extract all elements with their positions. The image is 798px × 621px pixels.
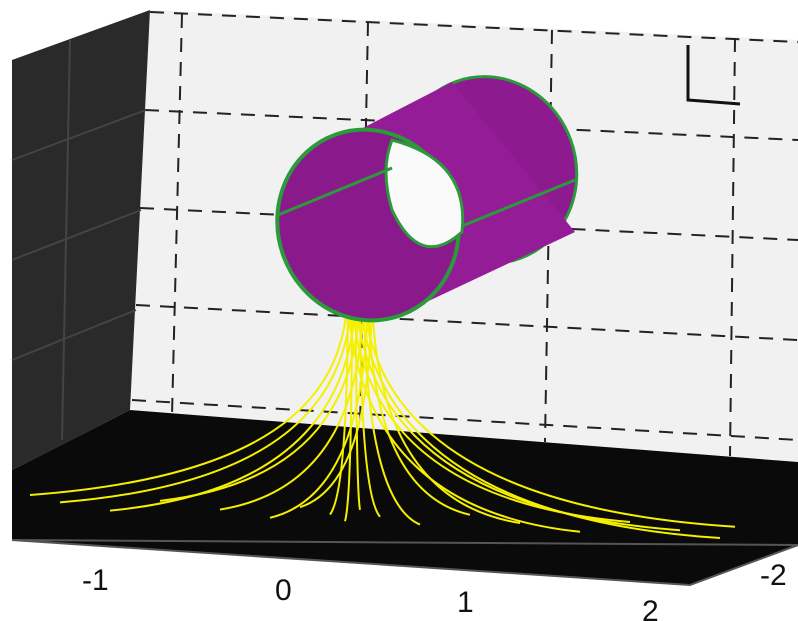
streamline	[347, 284, 581, 533]
streamline	[355, 284, 361, 511]
side-wall	[12, 10, 150, 470]
x-tick-label: -1	[82, 564, 109, 597]
streamline	[363, 284, 736, 528]
streamlines	[29, 284, 736, 540]
side-grid	[11, 39, 147, 441]
streamline	[329, 284, 349, 516]
x-tick-label: 1	[457, 586, 474, 619]
x-tick-label: 2	[642, 595, 659, 621]
cylinder	[275, 75, 579, 323]
streamline	[344, 284, 353, 522]
streamline	[29, 284, 349, 496]
streamline	[367, 284, 471, 516]
streamline	[363, 284, 421, 526]
floor-edge	[11, 539, 798, 587]
axis-box	[686, 45, 741, 106]
y-tick-label: -2	[760, 559, 787, 592]
x-tick-label: 0	[275, 574, 292, 607]
streamline	[351, 284, 631, 523]
streamline	[371, 284, 521, 525]
streamline	[359, 284, 721, 540]
